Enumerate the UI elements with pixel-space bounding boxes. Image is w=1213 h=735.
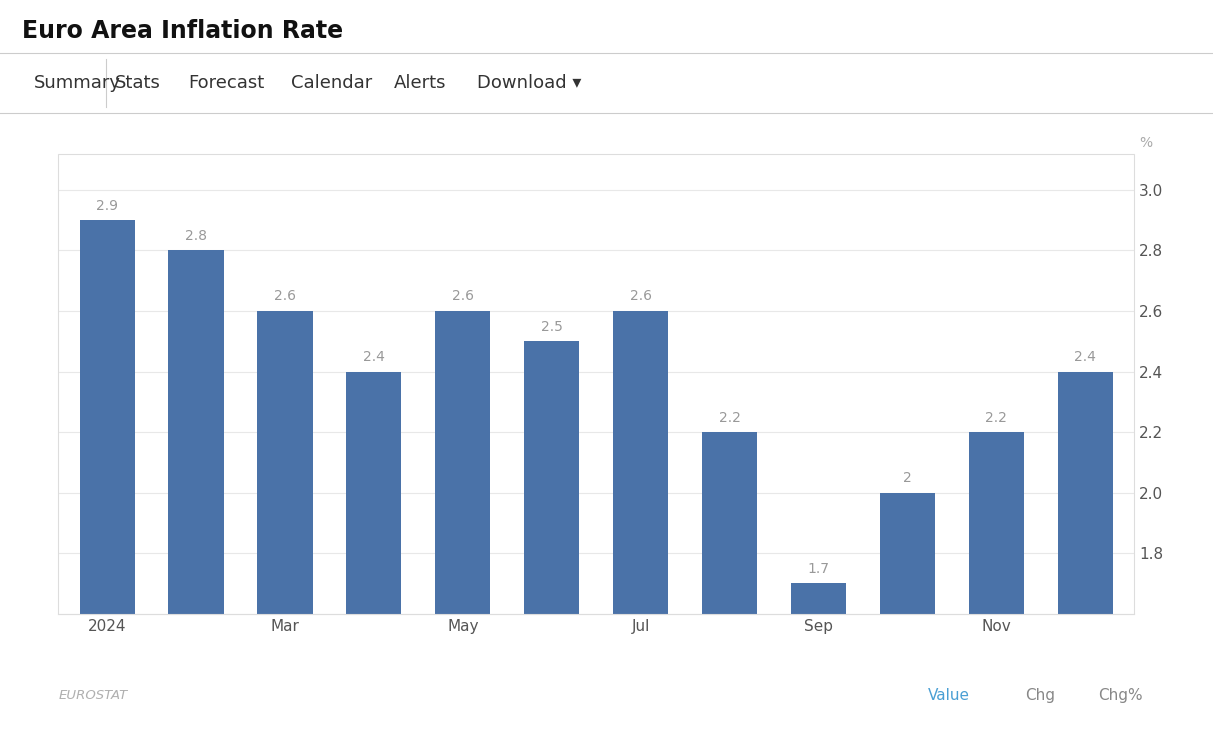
Text: Stats: Stats [115, 74, 161, 92]
Text: 2.2: 2.2 [985, 411, 1007, 425]
Bar [524, 341, 580, 735]
Bar [613, 311, 668, 735]
Text: 1.7: 1.7 [808, 562, 830, 576]
Text: 2.4: 2.4 [1075, 350, 1097, 364]
Text: Download ▾: Download ▾ [477, 74, 581, 92]
Text: EUROSTAT: EUROSTAT [58, 689, 127, 702]
Text: 2.6: 2.6 [274, 290, 296, 304]
Text: 2.2: 2.2 [718, 411, 740, 425]
Text: Chg: Chg [1025, 688, 1055, 703]
Text: %: % [1139, 136, 1152, 150]
Bar [347, 372, 402, 735]
Bar [80, 220, 135, 735]
Text: 2.5: 2.5 [541, 320, 563, 334]
Bar [702, 432, 757, 735]
Text: 2.9: 2.9 [96, 198, 118, 212]
Bar [1058, 372, 1112, 735]
Text: 2.6: 2.6 [630, 290, 651, 304]
Text: Forecast: Forecast [188, 74, 264, 92]
Bar [791, 584, 845, 735]
Text: Euro Area Inflation Rate: Euro Area Inflation Rate [22, 18, 343, 43]
Text: Alerts: Alerts [394, 74, 446, 92]
Text: 2: 2 [902, 471, 912, 485]
Text: Summary: Summary [34, 74, 121, 92]
Bar [257, 311, 313, 735]
Bar [435, 311, 490, 735]
Bar [969, 432, 1024, 735]
Bar [169, 251, 223, 735]
Text: Chg%: Chg% [1098, 688, 1143, 703]
Text: 2.6: 2.6 [451, 290, 474, 304]
Text: 2.8: 2.8 [186, 229, 207, 243]
Bar [879, 492, 935, 735]
Text: Calendar: Calendar [291, 74, 372, 92]
Text: 2.4: 2.4 [363, 350, 385, 364]
Text: Value: Value [928, 688, 970, 703]
